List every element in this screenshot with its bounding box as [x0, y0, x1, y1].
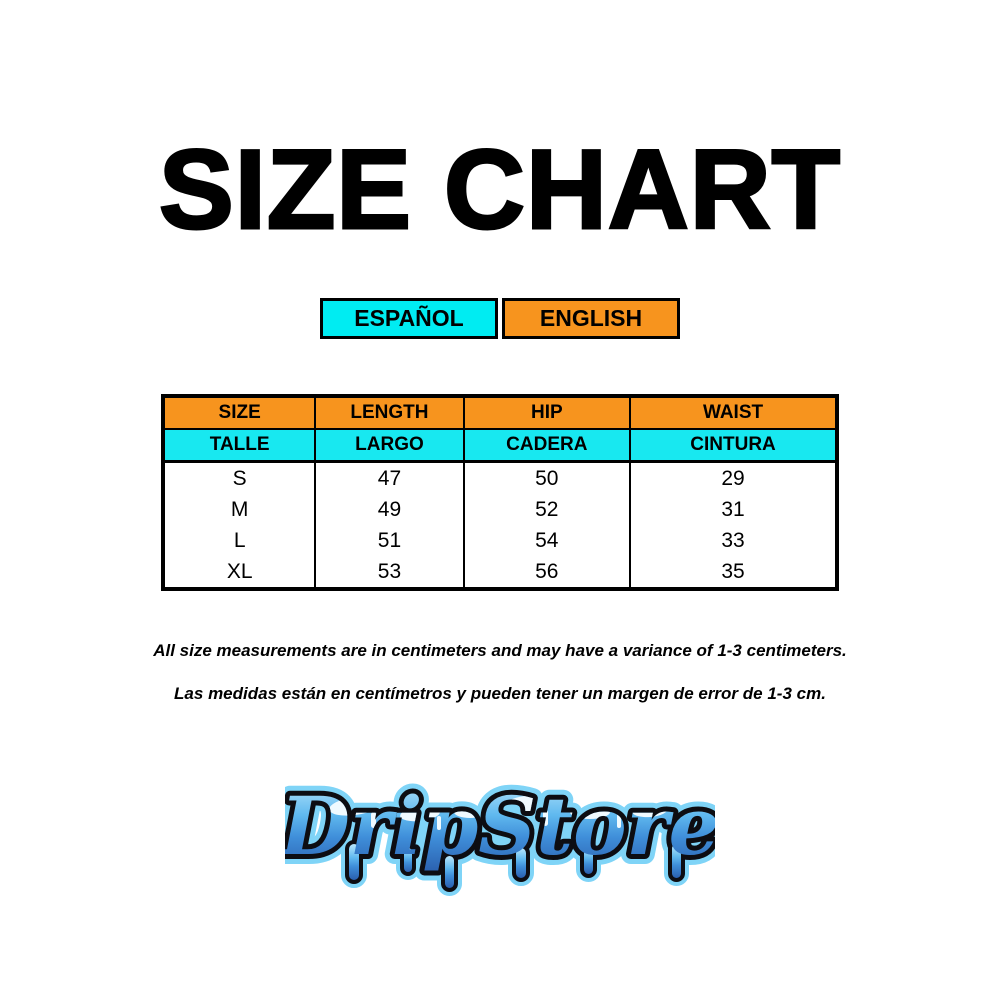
logo-ice-highlights: [329, 795, 668, 830]
table-cell-waist: 29: [629, 461, 838, 494]
table-cell-waist: 33: [629, 525, 838, 556]
table-cell-hip: 50: [462, 461, 632, 494]
logo-fill-layer: [278, 779, 720, 873]
header-row-english: SIZE LENGTH HIP WAIST: [161, 396, 838, 430]
table-cell-hip: 52: [462, 494, 632, 525]
table-cell-waist: 35: [629, 556, 838, 589]
header-cell: HIP: [462, 396, 632, 430]
dripstore-logo-svg: DripStore: [285, 762, 715, 900]
header-cell: LENGTH: [314, 396, 465, 430]
table-row: L 51 54 33: [161, 525, 838, 556]
header-cell: LARGO: [314, 429, 465, 463]
table-cell-length: 49: [314, 494, 465, 525]
note-english: All size measurements are in centimeters…: [153, 641, 847, 660]
header-cell: CADERA: [462, 429, 632, 463]
header-cell: SIZE: [161, 396, 317, 430]
table-cell-size: L: [161, 525, 317, 556]
table-row: S 47 50 29: [161, 461, 838, 494]
table-cell-size: XL: [161, 556, 317, 589]
tab-english[interactable]: ENGLISH: [502, 298, 680, 339]
table-cell-length: 47: [314, 461, 465, 494]
tab-espanol[interactable]: ESPAÑOL: [320, 298, 498, 339]
header-cell: WAIST: [629, 396, 838, 430]
header-cell: CINTURA: [629, 429, 838, 463]
table-row: XL 53 56 35: [161, 556, 838, 589]
size-table: SIZE LENGTH HIP WAIST TALLE LARGO CADERA…: [161, 394, 839, 591]
table-cell-length: 53: [314, 556, 465, 589]
table-cell-waist: 31: [629, 494, 838, 525]
table-row: M 49 52 31: [161, 494, 838, 525]
table-cell-size: S: [161, 461, 317, 494]
table-cell-hip: 56: [462, 556, 632, 589]
header-cell: TALLE: [161, 429, 317, 463]
note-spanish: Las medidas están en centímetros y puede…: [174, 684, 826, 703]
dripstore-logo: DripStore: [285, 762, 715, 905]
page-title: SIZE CHART: [158, 127, 842, 252]
language-tabs: ESPAÑOL ENGLISH: [320, 298, 680, 339]
table-cell-length: 51: [314, 525, 465, 556]
header-row-spanish: TALLE LARGO CADERA CINTURA: [161, 429, 838, 463]
table-cell-hip: 54: [462, 525, 632, 556]
table-cell-size: M: [161, 494, 317, 525]
